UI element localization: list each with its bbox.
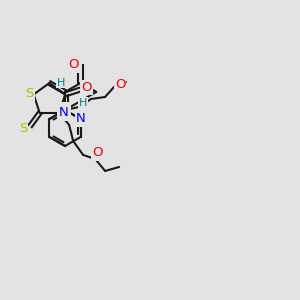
Text: N: N: [76, 112, 85, 125]
Text: N: N: [58, 106, 68, 119]
Text: S: S: [26, 87, 34, 100]
Text: O: O: [82, 81, 92, 94]
Text: S: S: [19, 122, 27, 135]
Text: O: O: [115, 79, 125, 92]
Text: O: O: [92, 146, 102, 160]
Text: O: O: [68, 58, 79, 71]
Text: H: H: [57, 77, 65, 88]
Text: N: N: [60, 103, 70, 116]
Text: H: H: [79, 98, 87, 108]
